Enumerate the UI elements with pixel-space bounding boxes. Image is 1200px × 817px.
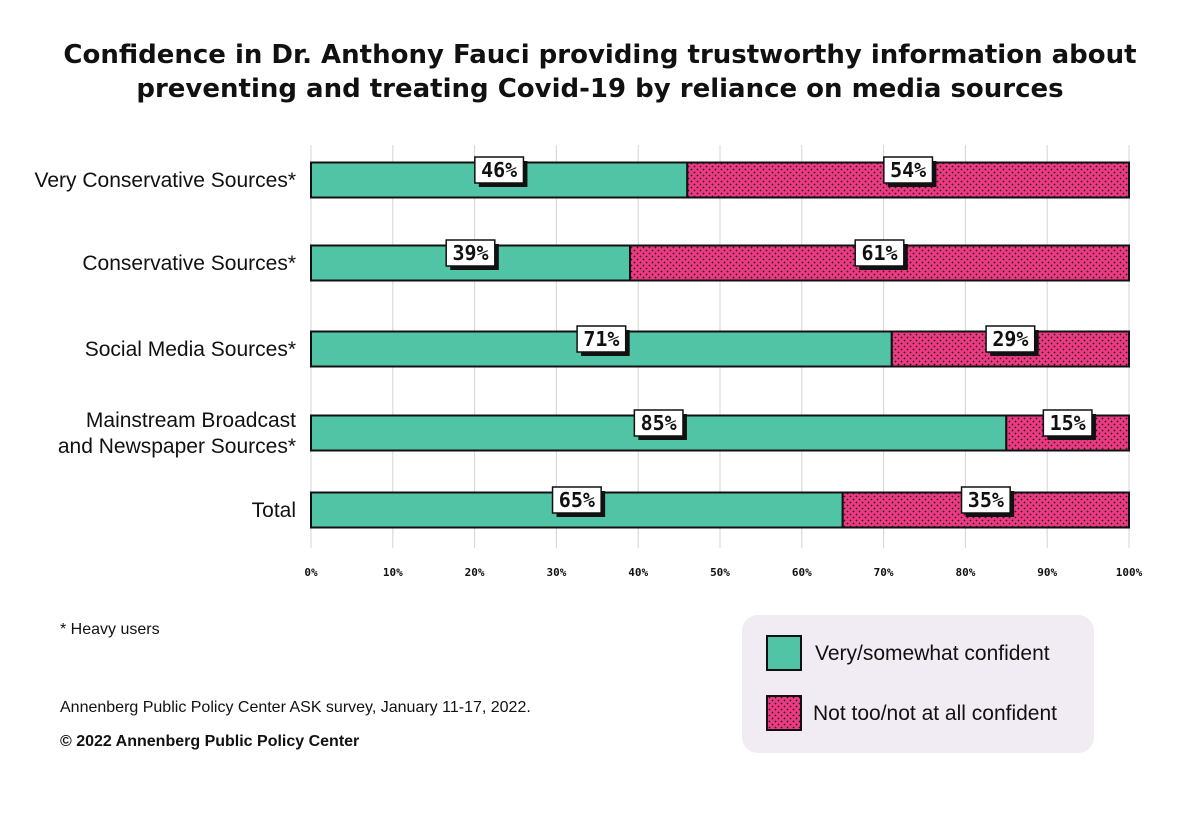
x-tick-label: 50% — [710, 566, 730, 579]
category-label: Total — [252, 499, 296, 522]
x-tick-label: 80% — [955, 566, 975, 579]
category-label: Mainstream Broadcast — [86, 409, 296, 432]
footnote-heavy-users: * Heavy users — [60, 621, 160, 638]
category-label: Conservative Sources* — [82, 252, 296, 275]
category-label: and Newspaper Sources* — [58, 435, 296, 458]
data-label-group: 35% — [960, 486, 1015, 517]
legend-swatch-confident — [766, 635, 802, 671]
data-label-box — [1042, 409, 1093, 437]
data-label-group: 39% — [445, 239, 499, 270]
x-tick-label: 100% — [1116, 566, 1143, 579]
data-label-group: 71% — [576, 325, 630, 356]
data-label-confident: 65% — [559, 488, 595, 512]
data-label-group: 29% — [985, 325, 1039, 356]
x-tick-label: 70% — [874, 566, 894, 579]
data-label-box — [445, 239, 496, 267]
data-label-confident: 46% — [481, 158, 517, 182]
data-label-group: 46% — [474, 156, 528, 187]
data-label-not-confident: 29% — [992, 327, 1028, 351]
data-label-not-confident: 15% — [1050, 411, 1086, 435]
x-tick-label: 0% — [304, 566, 318, 579]
legend-background — [742, 615, 1094, 753]
data-label-group: 61% — [854, 239, 908, 270]
x-tick-label: 40% — [628, 566, 648, 579]
x-axis-ticks: 0% 10% 20% 30% 40% 50% 60% 70% 80% 90% 100% — [304, 566, 1142, 579]
data-label-group: 15% — [1042, 409, 1096, 440]
bars: 46% 54% 39% 61% 71% 29% 85% 15% 65% 35% — [310, 156, 1131, 529]
data-label-group: 65% — [551, 486, 606, 517]
chart-title-line-2: preventing and treating Covid-19 by reli… — [136, 74, 1063, 104]
data-label-confident: 39% — [452, 241, 488, 265]
x-tick-label: 10% — [383, 566, 403, 579]
category-labels: Very Conservative Sources* Conservative S… — [35, 169, 297, 522]
x-tick-label: 90% — [1037, 566, 1057, 579]
x-tick-label: 30% — [546, 566, 566, 579]
data-label-not-confident: 54% — [890, 158, 926, 182]
data-label-group: 54% — [883, 156, 937, 187]
data-label-box — [883, 156, 934, 184]
x-tick-label: 60% — [792, 566, 812, 579]
data-label-box — [985, 325, 1036, 353]
data-label-confident: 85% — [641, 411, 677, 435]
data-label-box — [576, 325, 627, 353]
legend-label-confident: Very/somewhat confident — [815, 642, 1050, 665]
data-label-box — [551, 486, 602, 514]
chart-title-line-1: Confidence in Dr. Anthony Fauci providin… — [63, 40, 1136, 70]
data-label-not-confident: 35% — [968, 488, 1004, 512]
data-label-not-confident: 61% — [861, 241, 897, 265]
legend: Very/somewhat confident Not too/not at a… — [742, 615, 1094, 753]
legend-swatch-not-confident — [766, 695, 802, 731]
category-label: Very Conservative Sources* — [35, 169, 296, 192]
data-label-box — [854, 239, 905, 267]
data-label-group: 85% — [633, 409, 687, 440]
data-label-box — [960, 486, 1011, 514]
data-label-box — [633, 409, 684, 437]
category-label: Social Media Sources* — [85, 338, 296, 361]
legend-label-not-confident: Not too/not at all confident — [813, 702, 1057, 725]
x-tick-label: 20% — [465, 566, 485, 579]
source-note: Annenberg Public Policy Center ASK surve… — [60, 699, 531, 716]
data-label-box — [474, 156, 525, 184]
data-label-confident: 71% — [583, 327, 619, 351]
copyright-note: © 2022 Annenberg Public Policy Center — [60, 733, 359, 750]
